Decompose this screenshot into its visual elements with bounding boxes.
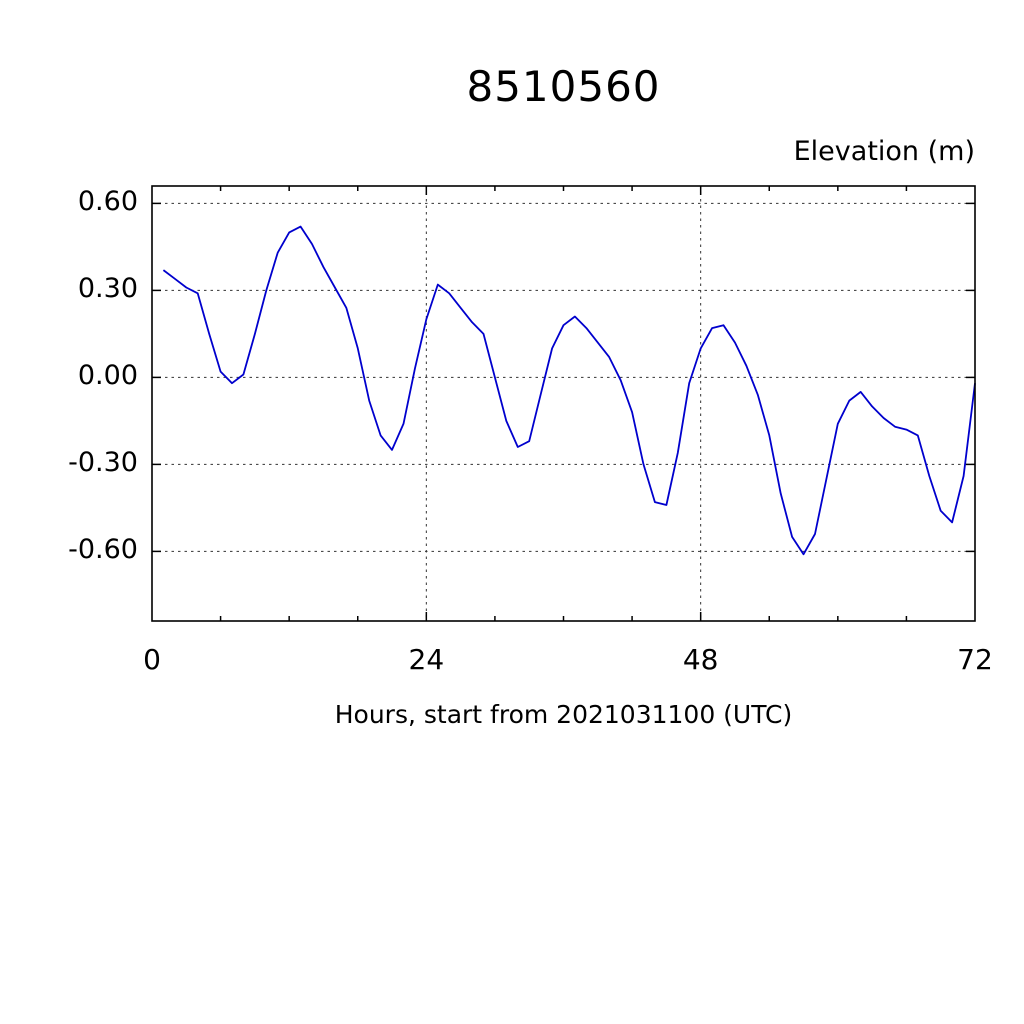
y-tick-label: 0.60 — [77, 186, 138, 218]
y-tick-label: 0.00 — [77, 360, 138, 392]
y-tick-label: -0.60 — [68, 534, 138, 566]
chart-title: 8510560 — [466, 62, 661, 111]
x-tick-label: 72 — [957, 643, 993, 676]
x-tick-label: 48 — [682, 643, 719, 676]
y-tick-label: -0.30 — [68, 447, 138, 479]
y-tick-label: 0.30 — [77, 273, 138, 305]
x-tick-label: 24 — [408, 643, 445, 676]
x-axis-title: Hours, start from 2021031100 (UTC) — [334, 700, 793, 729]
x-tick-label: 0 — [143, 643, 161, 676]
y-axis-title: Elevation (m) — [793, 136, 975, 167]
